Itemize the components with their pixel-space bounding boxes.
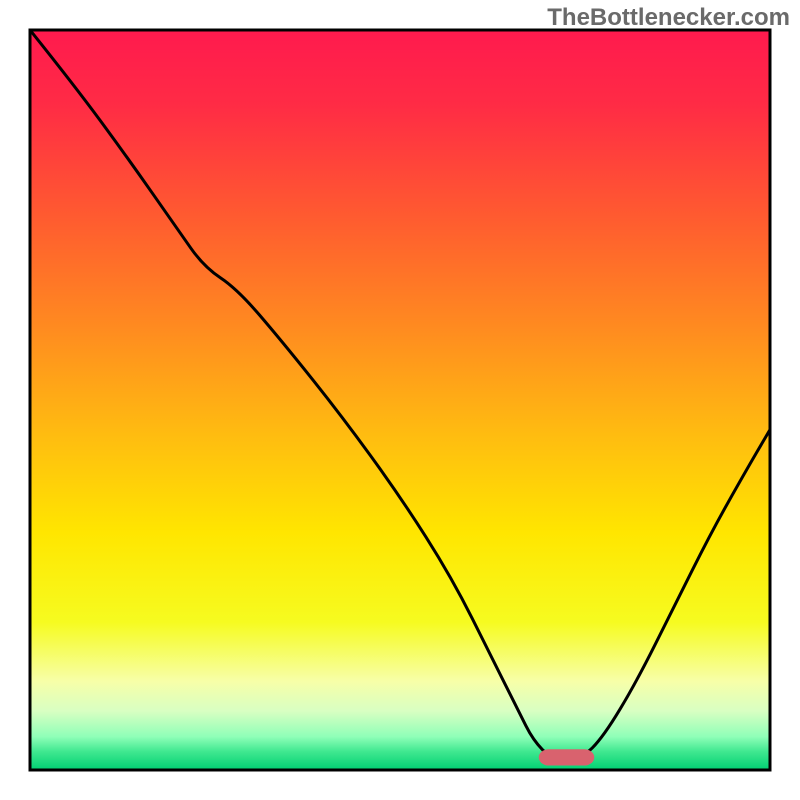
- gradient-background: [30, 30, 770, 770]
- optimal-marker: [539, 749, 595, 765]
- chart-frame: TheBottlenecker.com: [0, 0, 800, 800]
- chart-svg: [0, 0, 800, 800]
